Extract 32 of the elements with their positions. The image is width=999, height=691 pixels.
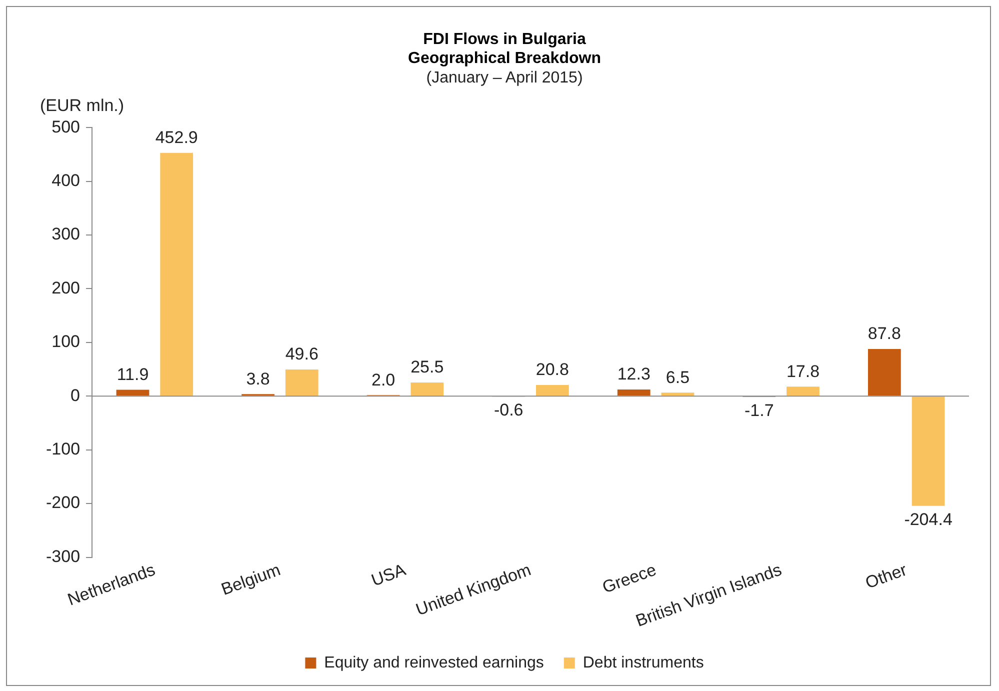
y-tick-label: 400 [52,170,80,190]
data-label: -204.4 [904,510,952,530]
y-tick-label: -200 [46,493,80,512]
data-label: 87.8 [868,324,901,344]
legend-label: Debt instruments [582,654,704,672]
y-axis-title: (EUR mln.) [40,96,124,116]
data-label: -0.6 [494,400,524,420]
chart-title: FDI Flows in Bulgaria Geographical Breakdown [408,31,601,68]
y-tick-label: 500 [52,117,80,136]
data-label: 20.8 [536,360,569,380]
data-label: 17.8 [786,362,820,381]
chart-subtitle: (January – April 2015) [426,69,583,86]
y-tick-label: 0 [70,386,80,405]
data-label: 2.0 [371,370,396,390]
y-tick-label: 100 [52,332,80,352]
x-tick-label: Other [862,560,910,593]
data-label: 49.6 [285,344,318,364]
data-label: 452.9 [155,128,198,148]
y-tick-label: -100 [46,440,80,459]
y-tick-label: -300 [46,546,80,566]
data-label: 25.5 [410,358,444,377]
data-label: 12.3 [617,364,650,384]
x-tick-label: Greece [600,560,659,598]
data-label: 3.8 [246,369,270,388]
data-label: 6.5 [666,368,690,387]
legend-label: Equity and reinvested earnings [324,654,544,672]
x-tick-label: USA [368,560,409,590]
y-tick-label: 300 [52,224,80,244]
y-tick-label: 200 [52,278,80,298]
data-label: -1.7 [744,401,774,420]
x-tick-label: Belgium [218,560,283,600]
data-label: 11.9 [116,364,149,384]
